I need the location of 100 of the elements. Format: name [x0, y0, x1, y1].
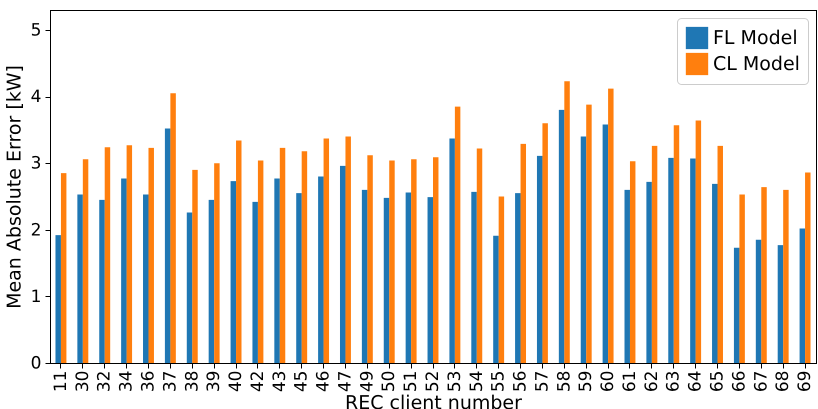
x-tick-label: 66 [729, 370, 750, 392]
bar [296, 193, 302, 363]
bar [340, 166, 346, 363]
x-tick-label: 60 [598, 370, 618, 392]
bar [761, 187, 767, 363]
bar [586, 104, 592, 363]
x-tick-label: 43 [270, 370, 290, 392]
bar [389, 160, 395, 363]
bar [476, 148, 482, 363]
bar [805, 172, 811, 363]
bar [126, 145, 132, 363]
x-tick-label: 38 [182, 370, 202, 392]
bar [580, 136, 586, 363]
bar [454, 106, 460, 363]
y-axis-title: Mean Absolute Error [kW] [4, 65, 26, 309]
bar [82, 159, 88, 363]
bar [143, 194, 148, 363]
bar [515, 193, 521, 363]
x-tick-label: 37 [160, 370, 180, 392]
bar [739, 194, 745, 363]
x-tick-label: 59 [576, 370, 596, 392]
bar [800, 228, 806, 363]
bar [302, 151, 308, 363]
bar [602, 124, 608, 363]
y-tick-label: 2 [30, 220, 42, 240]
x-tick-label: 53 [444, 370, 465, 392]
bar [718, 146, 723, 363]
bar [406, 192, 412, 363]
bar [449, 138, 455, 363]
x-tick-label: 50 [379, 370, 400, 392]
bar [558, 110, 564, 363]
bar [55, 235, 61, 363]
y-tick-label: 0 [30, 354, 42, 374]
bar [433, 157, 438, 363]
bar [208, 200, 214, 363]
bar [734, 248, 740, 363]
bar [498, 196, 504, 363]
x-tick-label: 55 [488, 370, 509, 392]
bar [258, 160, 264, 363]
y-tick-label: 4 [30, 87, 42, 108]
bar [756, 240, 762, 363]
bar [148, 148, 154, 363]
bar [542, 123, 548, 363]
bar [367, 155, 373, 363]
x-tick-label: 45 [292, 370, 312, 392]
bar [411, 159, 417, 363]
bar [778, 245, 784, 363]
x-tick-label: 11 [50, 370, 71, 392]
bar [646, 182, 652, 363]
x-tick-label: 34 [116, 370, 137, 392]
bar [170, 93, 176, 363]
bar [121, 178, 127, 363]
x-tick-label: 65 [708, 370, 728, 392]
bar [324, 138, 330, 363]
bar [164, 128, 170, 363]
bar [236, 140, 242, 363]
bar [630, 161, 636, 363]
x-tick-label: 56 [510, 370, 531, 392]
x-tick-label: 67 [751, 370, 772, 392]
x-tick-label: 63 [664, 370, 684, 392]
bar [214, 163, 220, 363]
x-tick-label: 40 [226, 370, 246, 392]
x-tick-label: 51 [401, 370, 422, 392]
x-tick-label: 57 [532, 370, 552, 392]
bar [428, 197, 433, 363]
bar [252, 202, 258, 363]
x-tick-label: 30 [72, 370, 93, 392]
bar [274, 178, 280, 363]
y-tick-label: 3 [30, 154, 42, 174]
bar [564, 81, 570, 363]
x-tick-label: 61 [620, 370, 640, 392]
x-tick-label: 47 [335, 370, 356, 392]
bar [783, 190, 789, 363]
x-tick-label: 69 [795, 370, 816, 392]
bar [668, 158, 674, 363]
bar [345, 136, 351, 363]
bar [77, 194, 83, 363]
bar [362, 190, 368, 363]
x-tick-label: 54 [466, 370, 487, 392]
bar [608, 88, 614, 363]
bar [104, 147, 110, 363]
legend-label: CL Model [713, 53, 800, 75]
x-tick-label: 62 [642, 370, 662, 392]
y-tick-label: 1 [30, 286, 42, 307]
bar [690, 158, 696, 363]
x-tick-label: 36 [138, 370, 158, 392]
bar [471, 192, 477, 363]
y-tick-label: 5 [30, 20, 42, 40]
x-tick-label: 39 [204, 370, 224, 392]
bar [712, 184, 718, 363]
x-tick-label: 49 [357, 370, 378, 392]
bar [60, 173, 66, 363]
bar [696, 120, 702, 363]
bar [318, 176, 324, 363]
bar [280, 148, 286, 363]
bar [624, 190, 630, 363]
x-tick-label: 46 [314, 370, 334, 392]
bar [493, 236, 499, 363]
x-tick-label: 42 [248, 370, 268, 392]
x-tick-label: 68 [773, 370, 794, 392]
